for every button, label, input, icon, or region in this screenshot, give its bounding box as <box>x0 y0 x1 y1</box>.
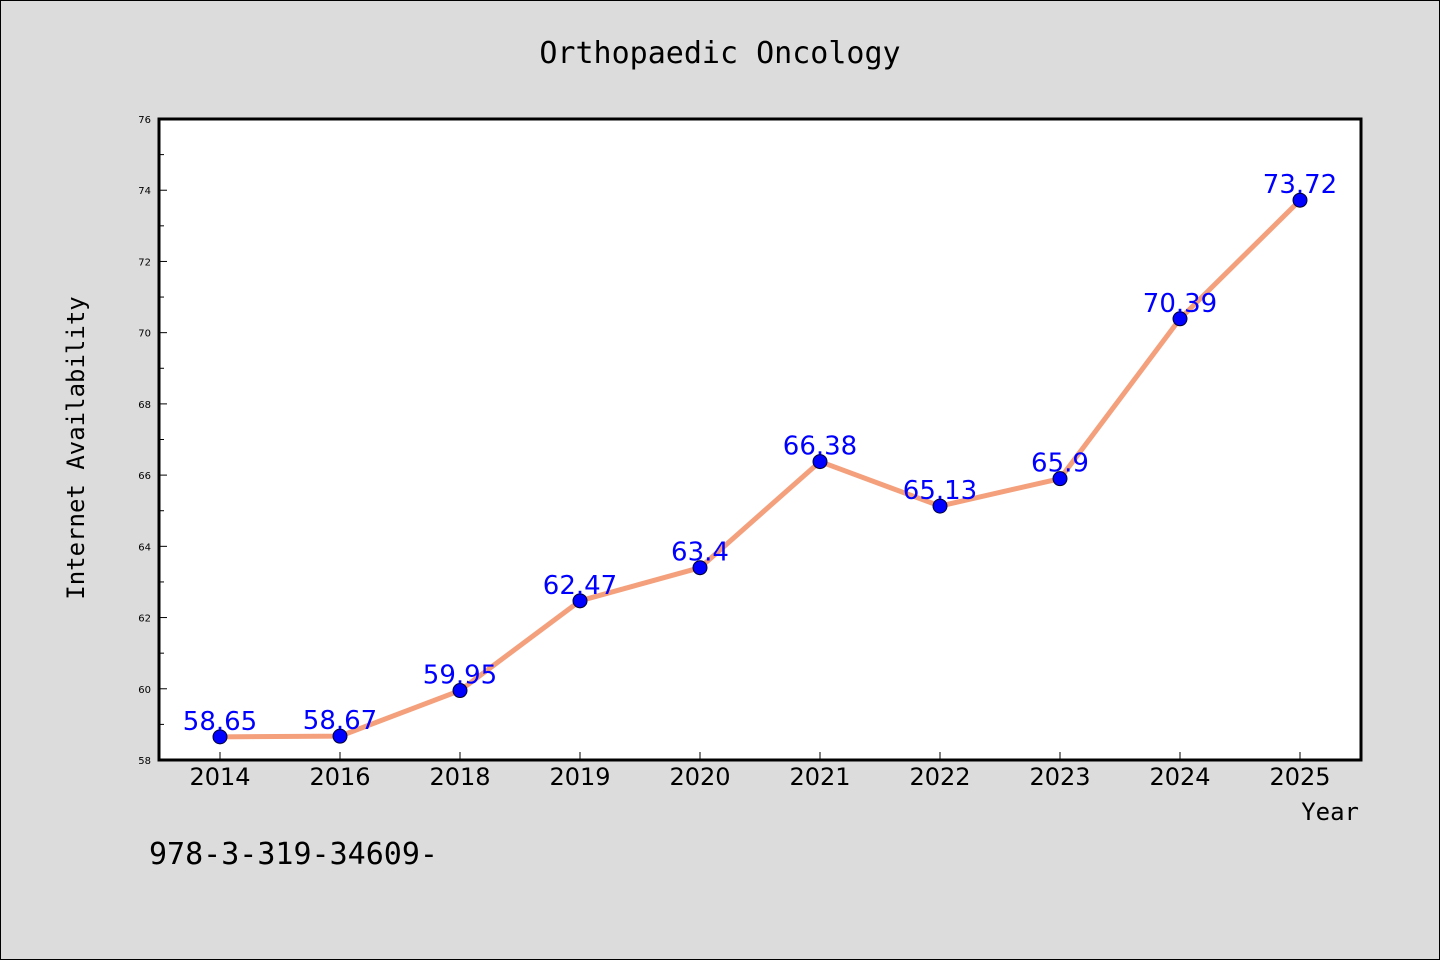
x-tick-label-2023: 2023 <box>1029 763 1090 791</box>
y-tick-label-62: 62 <box>138 614 151 625</box>
data-point-2018 <box>452 683 468 699</box>
data-point-2024 <box>1172 311 1188 327</box>
x-tick-label-2022: 2022 <box>909 763 970 791</box>
x-tick-label-2024: 2024 <box>1149 763 1210 791</box>
y-tick-label-58: 58 <box>138 756 151 767</box>
x-tick-label-2020: 2020 <box>669 763 730 791</box>
data-point-2025 <box>1292 192 1308 208</box>
x-axis-label: Year <box>1301 798 1359 826</box>
data-point-2019 <box>572 593 588 609</box>
x-tick-label-2016: 2016 <box>309 763 370 791</box>
y-tick-label-68: 68 <box>138 400 151 411</box>
y-tick-label-64: 64 <box>138 542 151 553</box>
data-point-2021 <box>812 454 828 470</box>
y-tick-label-66: 66 <box>138 471 151 482</box>
data-labels: 58.65 58.67 59.95 62.47 63.4 66.38 65.13 65.9 70… <box>183 170 1337 737</box>
data-point-2023 <box>1052 471 1068 487</box>
y-tick-label-76: 76 <box>138 115 151 126</box>
x-tick-label-2021: 2021 <box>789 763 850 791</box>
y-axis-label: Internet Availability <box>62 296 90 599</box>
chart-title: Orthopaedic Oncology <box>539 36 900 71</box>
data-label-2022: 65.13 <box>903 476 977 506</box>
data-point-2020 <box>692 560 708 576</box>
x-tick-label-2025: 2025 <box>1269 763 1330 791</box>
series-line <box>219 198 1302 740</box>
data-point-2016 <box>332 728 348 744</box>
y-tick-label-72: 72 <box>138 257 151 268</box>
data-label-2021: 66.38 <box>783 432 857 462</box>
data-label-2020: 63.4 <box>671 538 729 568</box>
data-label-2025: 73.72 <box>1263 170 1337 200</box>
y-tick-label-70: 70 <box>138 329 151 340</box>
plot-area <box>159 119 1361 760</box>
x-axis: 2014 2016 2018 2019 2020 2021 2022 2023 2024 2025 <box>189 752 1331 791</box>
y-tick-label-74: 74 <box>138 186 151 197</box>
data-point-2014 <box>212 729 228 745</box>
data-label-2024: 70.39 <box>1143 289 1217 319</box>
data-label-2019: 62.47 <box>543 571 617 601</box>
plot-frame <box>157 117 1363 762</box>
x-tick-label-2014: 2014 <box>189 763 250 791</box>
data-label-2014: 58.65 <box>183 707 257 737</box>
x-tick-label-2018: 2018 <box>429 763 490 791</box>
footer-text: 978-3-319-34609- <box>149 837 438 872</box>
y-tick-label-60: 60 <box>138 685 151 696</box>
series-markers <box>212 192 1308 745</box>
x-tick-label-2019: 2019 <box>549 763 610 791</box>
data-point-2022 <box>932 498 948 514</box>
data-label-2016: 58.67 <box>303 706 377 736</box>
data-label-2018: 59.95 <box>423 661 497 691</box>
data-label-2023: 65.9 <box>1031 449 1089 479</box>
